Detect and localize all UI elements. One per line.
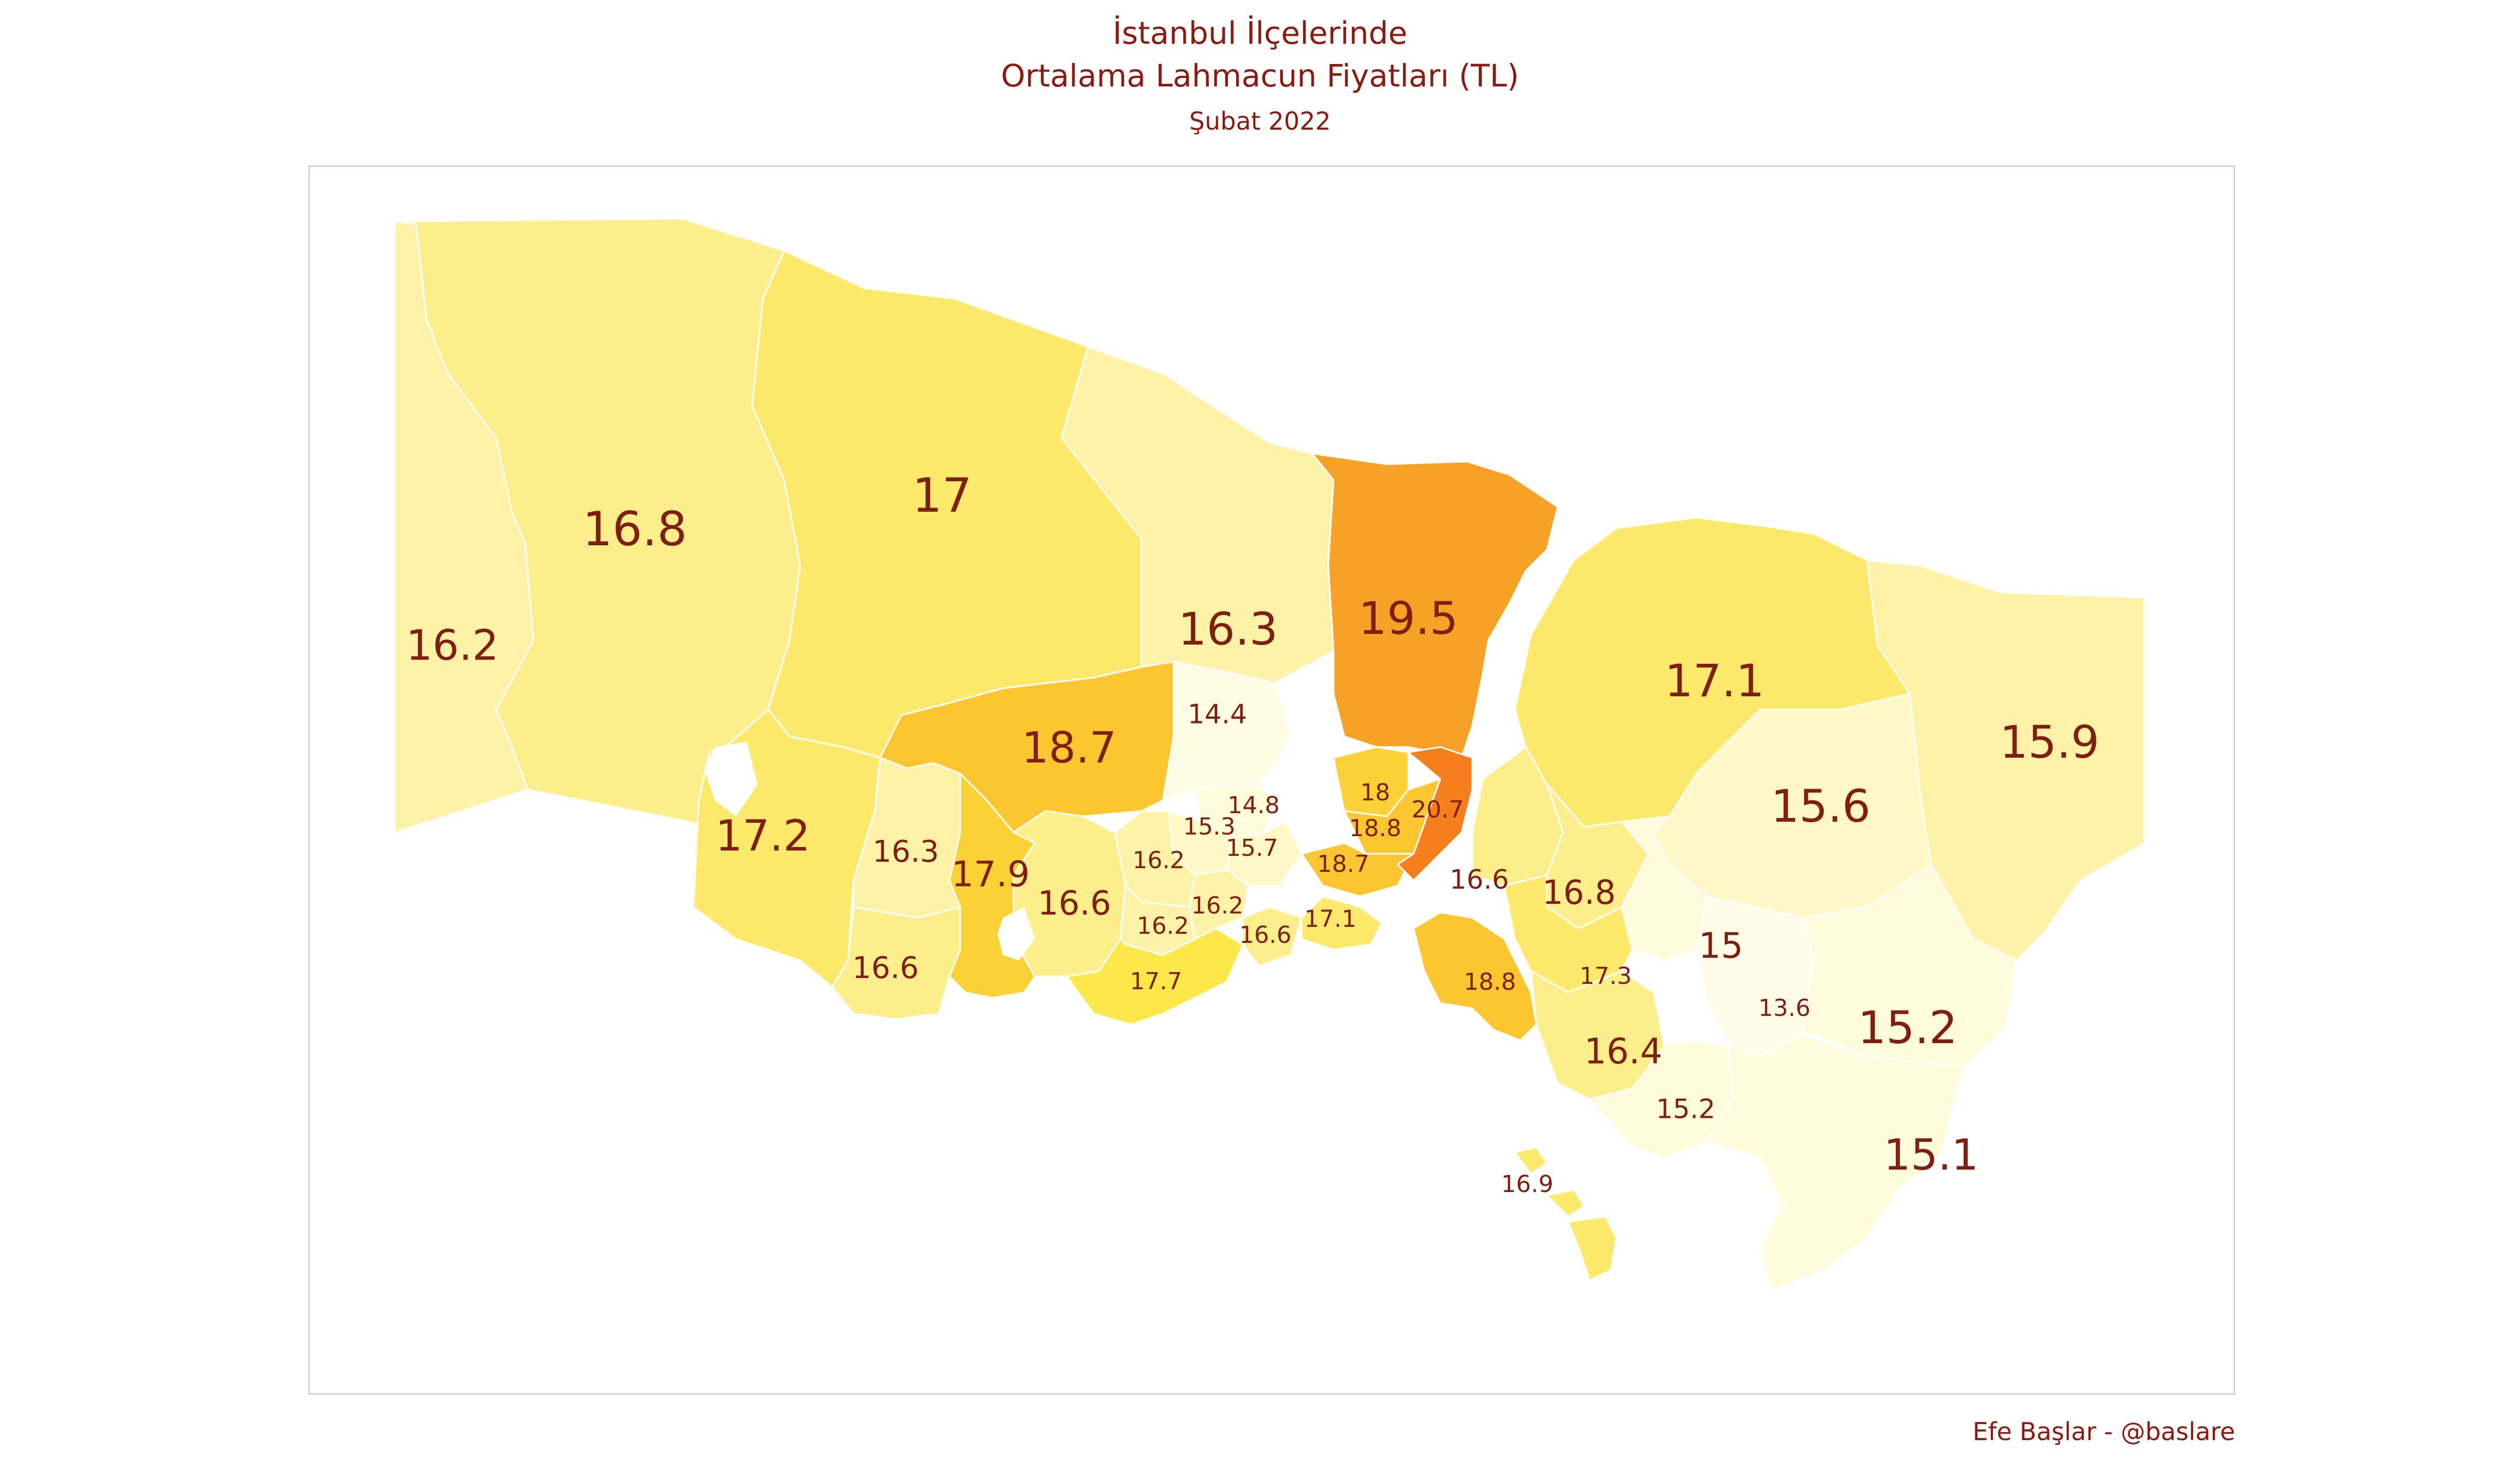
label-silivri: 16.2 [406,622,499,670]
chart-title-line-1: İstanbul İlçelerinde [1112,15,1408,51]
label-pendik: 15.1 [1884,1130,1979,1180]
district-sultanbeyli [1695,895,1815,1058]
label-eyupsultan: 16.3 [1178,603,1278,655]
label-catalca: 16.8 [583,502,687,557]
label-kartal: 15.2 [1656,1094,1715,1125]
label-buyukcekmece: 17.2 [715,811,810,861]
label-sultanbeyli: 13.6 [1758,995,1811,1022]
label-beylikduzu: 16.6 [852,951,919,986]
label-beyoglu: 18.7 [1317,851,1369,878]
chart-title-line-2: Ortalama Lahmacun Fiyatları (TL) [1001,58,1519,94]
label-bahcelievler: 16.2 [1191,892,1243,919]
label-basaksehir: 18.7 [1022,723,1117,773]
label-bakirkoy: 17.7 [1130,968,1182,995]
label-fatih: 17.1 [1304,905,1357,933]
label-esenyurt: 16.3 [873,835,939,869]
label-maltepe: 16.4 [1584,1031,1663,1072]
author-caption: Efe Başlar - @baslare [1972,1417,2235,1446]
label-adalar: 16.9 [1501,1171,1553,1198]
label-esenler: 16.2 [1133,847,1185,874]
district-maltepe [1530,970,1665,1100]
label-bayrampasa: 15.3 [1183,813,1235,840]
label-beykoz: 17.1 [1664,655,1764,707]
label-zeytinburnu: 16.6 [1239,921,1291,949]
label-cekmekoy: 16.8 [1542,873,1616,912]
label-avcilar: 17.9 [952,854,1030,895]
label-gungoren: 16.2 [1137,912,1189,940]
district-pendik [1706,1034,1964,1292]
label-atasehir: 17.3 [1580,963,1632,990]
district-gaziosmanpasa [1162,661,1292,801]
label-sile-south: 15.6 [1771,780,1870,832]
label-gaziosmanpasa: 14.4 [1187,699,1247,730]
label-besiktas: 18.8 [1349,815,1401,842]
label-tuzla: 15.2 [1857,1002,1957,1054]
district-sariyer [1311,452,1559,759]
chart-title: İstanbul İlçelerinde Ortalama Lahmacun F… [0,12,2520,97]
label-sancaktepe: 15 [1698,925,1743,966]
district-atasehir [1503,874,1633,994]
district-zeytinburnu [1242,906,1303,967]
label-sariyer: 19.5 [1358,592,1458,645]
district-bahcelievler [1189,869,1249,940]
district-eyupsultan [1060,346,1335,684]
label-kucukcekmece: 16.6 [1038,884,1111,923]
lake-1 [704,742,757,816]
district-uskudar [1397,746,1473,881]
district-adalar [1514,1146,1617,1282]
label-sile: 15.9 [1999,716,2099,768]
label-kagithane: 15.7 [1226,835,1278,862]
label-arnavutkoy: 17 [912,468,972,523]
district-bakirkoy [1066,927,1244,1026]
label-umraniye: 16.6 [1449,864,1509,895]
chart-subtitle: Şubat 2022 [1189,107,1331,136]
label-sisli: 18 [1360,779,1390,806]
lake-2 [998,907,1035,960]
label-sultangazi: 14.8 [1227,792,1280,819]
district-fatih [1301,895,1383,951]
label-kadikoy: 18.8 [1464,968,1516,996]
map-panel [308,165,2235,1395]
label-uskudar: 20.7 [1411,796,1464,823]
